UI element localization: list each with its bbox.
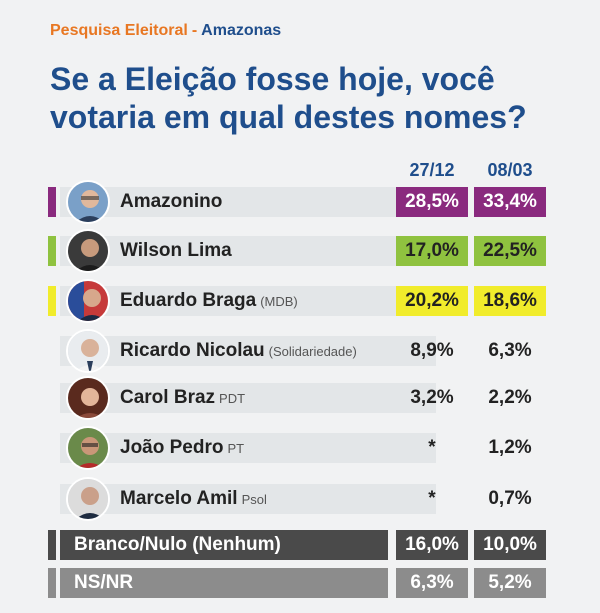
header-separator: - — [191, 22, 198, 39]
table-row: Eduardo Braga (MDB) 20,2% 18,6% — [48, 279, 548, 323]
table-row: NS/NR 6,3% 5,2% — [48, 568, 548, 598]
table-row: Carol Braz PDT 3,2% 2,2% — [48, 376, 548, 420]
row-band — [60, 336, 436, 366]
value-cell: 2,2% — [488, 387, 532, 408]
row-band — [60, 286, 436, 316]
value-cell: 6,3% — [488, 340, 532, 361]
value-cell: * — [428, 437, 436, 458]
table-row: Ricardo Nicolau (Solidariedade) 8,9% 6,3% — [48, 329, 548, 373]
row-marker — [48, 530, 56, 560]
candidate-name: Eduardo Braga (MDB) — [120, 290, 298, 311]
value-cell: 3,2% — [410, 387, 454, 408]
survey-label: Pesquisa Eleitoral — [50, 22, 188, 39]
row-band — [60, 568, 388, 598]
header: Pesquisa Eleitoral - Amazonas — [50, 22, 281, 40]
avatar — [66, 279, 110, 323]
value-cell: 1,2% — [488, 437, 532, 458]
page-title: Se a Eleição fosse hoje, você votaria em… — [50, 61, 527, 135]
party-label: (MDB) — [260, 294, 298, 309]
party-label: Psol — [241, 492, 267, 507]
value-cell: 18,6% — [474, 286, 546, 316]
row-marker — [48, 187, 56, 217]
avatar — [66, 329, 110, 373]
row-band — [60, 236, 436, 266]
table-row: Branco/Nulo (Nenhum) 16,0% 10,0% — [48, 530, 548, 560]
row-band — [60, 484, 436, 514]
row-band — [60, 433, 436, 463]
party-label: PDT — [219, 391, 246, 406]
table-row: João Pedro PT * 1,2% — [48, 426, 548, 470]
row-marker — [48, 286, 56, 316]
value-cell: 5,2% — [474, 568, 546, 598]
candidate-name: Marcelo Amil Psol — [120, 488, 267, 509]
value-cell: 6,3% — [396, 568, 468, 598]
value-cell: 17,0% — [396, 236, 468, 266]
candidate-name: Ricardo Nicolau (Solidariedade) — [120, 340, 357, 361]
value-cell: 0,7% — [488, 488, 532, 509]
avatar — [66, 477, 110, 521]
avatar — [66, 426, 110, 470]
table-row: Wilson Lima 17,0% 22,5% — [48, 229, 548, 273]
party-label: (Solidariedade) — [268, 344, 357, 359]
avatar — [66, 376, 110, 420]
candidate-name: João Pedro PT — [120, 437, 245, 458]
row-marker — [48, 236, 56, 266]
value-cell: 33,4% — [474, 187, 546, 217]
category-name: Branco/Nulo (Nenhum) — [74, 534, 281, 555]
table-row: Amazonino 28,5% 33,4% — [48, 180, 548, 224]
column-header-2: 08/03 — [487, 160, 533, 180]
value-cell: 16,0% — [396, 530, 468, 560]
avatar — [66, 229, 110, 273]
category-name: NS/NR — [74, 572, 134, 593]
candidate-name: Carol Braz PDT — [120, 387, 246, 408]
candidate-name: Amazonino — [120, 191, 223, 212]
row-marker — [48, 568, 56, 598]
candidate-name: Wilson Lima — [120, 240, 232, 261]
row-band — [60, 187, 436, 217]
value-cell: 22,5% — [474, 236, 546, 266]
row-band — [60, 383, 436, 413]
avatar — [66, 180, 110, 224]
value-cell: 28,5% — [396, 187, 468, 217]
value-cell: 10,0% — [474, 530, 546, 560]
value-cell: * — [428, 488, 436, 509]
column-header-1: 27/12 — [409, 160, 455, 180]
value-cell: 20,2% — [396, 286, 468, 316]
row-band — [60, 530, 388, 560]
region-label: Amazonas — [201, 22, 282, 39]
value-cell: 8,9% — [410, 340, 454, 361]
table-row: Marcelo Amil Psol * 0,7% — [48, 477, 548, 521]
party-label: PT — [227, 441, 245, 456]
